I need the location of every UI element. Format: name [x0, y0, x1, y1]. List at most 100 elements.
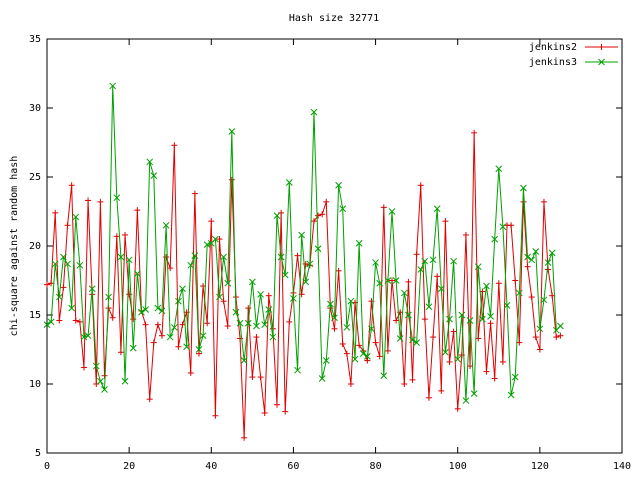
marker-stroke — [495, 165, 503, 173]
data-point — [425, 394, 432, 401]
data-point — [454, 355, 462, 363]
data-point — [269, 333, 277, 341]
data-point — [191, 252, 199, 260]
marker-stroke — [195, 346, 203, 353]
marker-stroke — [68, 304, 75, 312]
data-point — [134, 207, 141, 214]
marker-stroke — [429, 256, 437, 264]
data-point — [261, 409, 268, 416]
data-point — [274, 401, 280, 408]
data-point — [343, 350, 350, 357]
data-point — [430, 334, 437, 341]
data-point — [72, 213, 80, 221]
data-point — [384, 347, 391, 354]
marker-stroke — [458, 311, 466, 319]
data-point — [179, 285, 186, 293]
marker-stroke — [347, 297, 355, 305]
data-point — [162, 221, 170, 229]
data-point — [125, 256, 133, 264]
data-point — [56, 317, 63, 324]
marker-stroke — [532, 248, 540, 255]
marker-stroke — [269, 333, 277, 341]
data-point — [142, 321, 149, 328]
data-point — [327, 300, 334, 308]
marker-stroke — [413, 339, 420, 346]
data-point — [487, 320, 494, 327]
data-point — [60, 253, 67, 261]
data-point — [450, 257, 457, 265]
x-tick-label: 100 — [449, 461, 467, 472]
data-point — [64, 260, 71, 268]
marker-stroke — [294, 366, 301, 374]
marker-stroke — [117, 253, 125, 261]
marker-stroke — [88, 285, 96, 293]
chart-title: Hash size 32771 — [289, 13, 379, 24]
data-point — [236, 319, 244, 327]
marker-stroke — [417, 266, 425, 273]
marker-stroke — [76, 261, 84, 269]
marker-stroke — [515, 289, 523, 297]
data-point — [175, 297, 182, 305]
data-point — [76, 318, 83, 325]
marker-stroke — [466, 317, 474, 324]
data-point — [384, 277, 392, 284]
data-point — [536, 325, 544, 333]
data-point — [442, 348, 449, 356]
data-point — [158, 307, 166, 315]
data-point — [462, 231, 469, 238]
marker-stroke — [499, 223, 507, 231]
data-point — [203, 241, 211, 248]
marker-stroke — [487, 313, 494, 320]
data-point — [72, 317, 79, 324]
marker-stroke — [64, 260, 71, 268]
data-point — [228, 176, 235, 183]
marker-stroke — [540, 296, 548, 304]
data-point — [244, 319, 252, 327]
data-point — [187, 261, 195, 269]
data-point — [109, 82, 117, 90]
data-point — [113, 233, 120, 240]
data-point — [495, 280, 502, 287]
marker-stroke — [400, 289, 408, 297]
y-tick-label: 35 — [29, 34, 41, 45]
data-point — [372, 259, 379, 266]
data-point — [261, 321, 269, 329]
data-point — [368, 325, 375, 333]
marker-stroke — [388, 208, 396, 215]
y-tick-label: 10 — [29, 379, 41, 390]
data-point — [281, 271, 289, 279]
data-point — [335, 267, 342, 274]
marker-stroke — [450, 257, 457, 265]
data-point — [285, 179, 293, 186]
marker-stroke — [437, 285, 445, 293]
marker-stroke — [491, 235, 499, 243]
marker-stroke — [536, 325, 544, 333]
marker-stroke — [302, 278, 310, 286]
data-point — [380, 204, 387, 211]
data-point — [388, 208, 396, 215]
data-point — [466, 317, 474, 324]
marker-stroke — [138, 308, 145, 316]
y-axis-label: chi-square against random hash — [9, 156, 20, 337]
marker-stroke — [249, 278, 256, 286]
marker-stroke — [479, 315, 486, 323]
marker-stroke — [433, 205, 441, 213]
data-point — [557, 322, 564, 330]
marker-stroke — [47, 318, 55, 326]
marker-stroke — [199, 332, 207, 340]
marker-stroke — [511, 373, 519, 381]
marker-stroke — [253, 322, 260, 330]
data-point — [540, 198, 547, 205]
data-point — [401, 381, 408, 387]
data-point — [170, 324, 178, 331]
data-point — [97, 198, 104, 205]
marker-stroke — [598, 58, 605, 66]
marker-stroke — [470, 390, 478, 398]
data-point — [265, 306, 273, 313]
x-tick-label: 120 — [531, 461, 549, 472]
data-point — [532, 248, 540, 255]
data-point — [413, 339, 420, 346]
data-point — [195, 346, 203, 353]
data-point — [310, 218, 317, 225]
